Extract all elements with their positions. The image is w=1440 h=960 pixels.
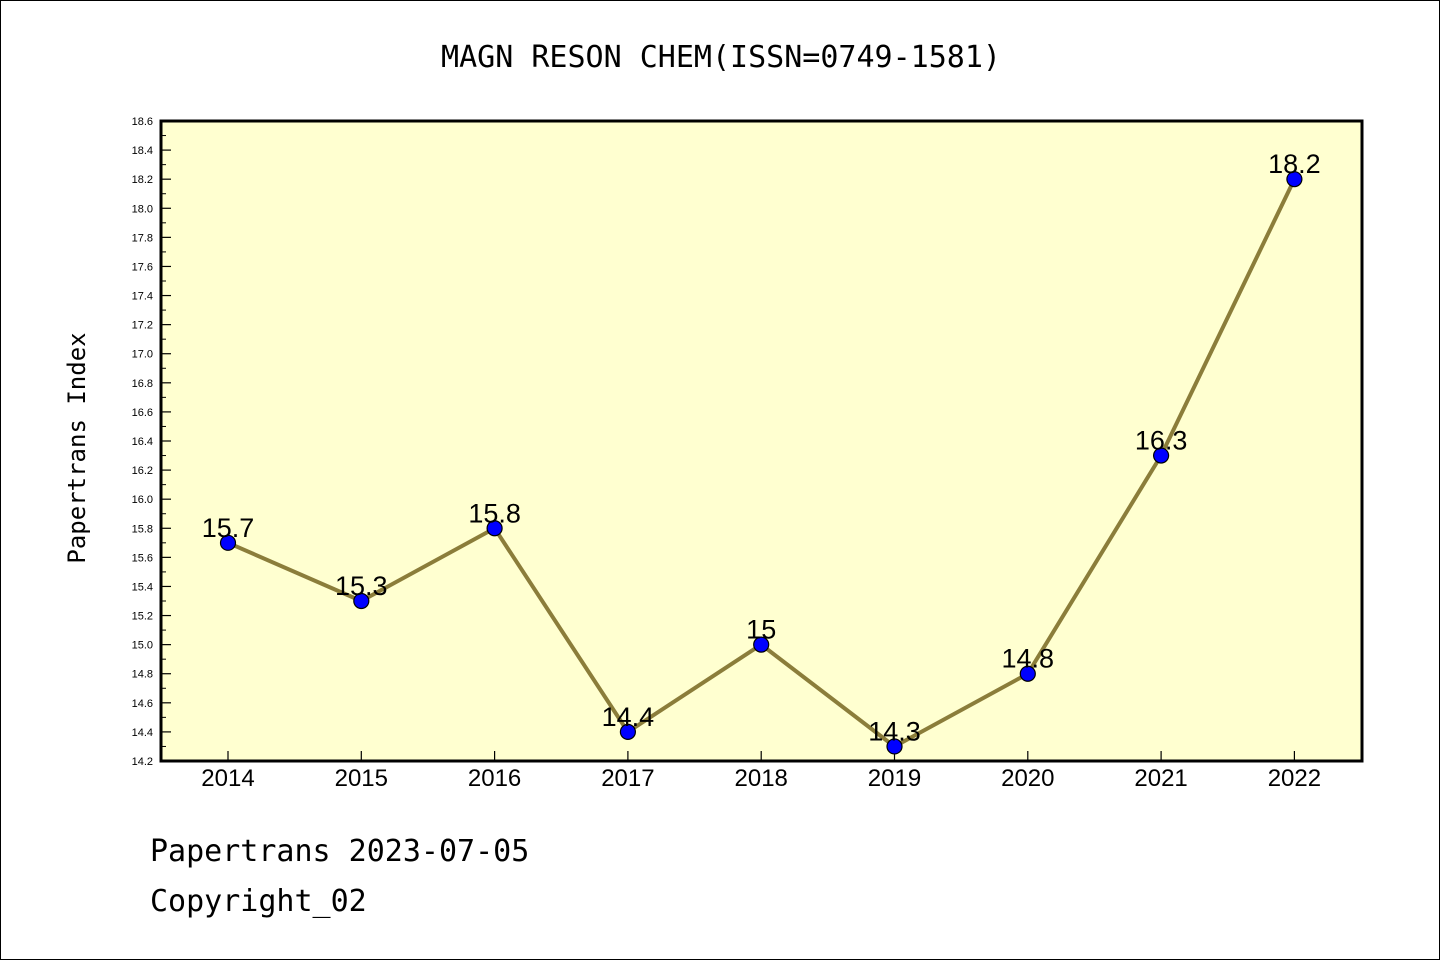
data-point-2017 [619,723,637,741]
y-tick-label: 14.8 [132,669,153,681]
x-tick-label: 2016 [468,765,521,792]
data-markers [219,171,1303,755]
y-tick-label: 18.4 [132,145,153,157]
y-tick-label: 17.2 [132,320,153,332]
y-tick-label: 17.6 [132,261,153,273]
data-label-2022: 18.2 [1268,149,1321,179]
x-tick-label: 2022 [1268,765,1321,792]
data-point-2019 [886,738,903,755]
y-tick-label: 17.8 [132,232,153,244]
x-tick-label: 2021 [1134,765,1187,792]
y-tick-label: 14.6 [132,698,153,710]
y-tick-label: 15.6 [132,552,153,564]
footer-date: Papertrans 2023-07-05 [150,834,530,869]
y-tick-label: 14.2 [132,756,153,768]
data-label-2017: 14.4 [602,702,655,732]
data-point-2016 [486,520,503,537]
y-tick-label: 17.4 [132,291,153,303]
data-point-2021 [1152,447,1170,464]
data-point-2014 [219,534,237,551]
data-label-2015: 15.3 [335,571,388,601]
data-label-2021: 16.3 [1135,426,1188,456]
y-axis-label: Papertrans Index [63,332,91,563]
x-tick-label: 2018 [735,765,788,792]
y-tick-label: 16.0 [132,494,153,506]
y-tick-label: 14.4 [132,727,153,739]
data-label-2020: 14.8 [1002,644,1055,674]
y-tick-label: 15.4 [132,581,153,593]
x-tick-label: 2014 [201,765,254,792]
y-tick-label: 16.4 [132,436,153,448]
y-tick-label: 18.2 [132,174,153,186]
data-label-2014: 15.7 [202,513,255,543]
footer-copyright: Copyright_02 [150,884,367,919]
data-label-2019: 14.3 [868,716,921,746]
data-label-2018: 15 [746,615,776,645]
x-tick-label: 2020 [1001,765,1054,792]
x-tick-label: 2015 [335,765,388,792]
y-tick-label: 17.0 [132,349,153,361]
y-tick-label: 15.2 [132,611,153,623]
y-tick-label: 18.0 [132,203,153,215]
y-axis-ticks: 14.2 14.4 14.6 14.8 15.0 15.2 15.4 15.6 15.8 16.0… [132,116,171,768]
data-point-2022 [1286,171,1303,188]
data-point-2020 [1019,665,1036,682]
data-labels: 15.7 15.3 15.8 14.4 15 14.3 14.8 16.3 18.2 [202,149,1321,746]
chart-title: MAGN RESON CHEM(ISSN=0749-1581) [441,40,1001,75]
y-tick-label: 16.8 [132,378,153,390]
y-tick-label: 18.6 [132,116,153,128]
data-point-2015 [353,592,370,610]
data-point-2018 [753,636,770,653]
y-tick-label: 16.6 [132,407,153,419]
x-axis-ticks: 2014 2015 2016 2017 2018 2019 2020 2021 2022 [201,751,1321,792]
y-tick-label: 15.0 [132,640,153,652]
plot-area [159,119,1364,763]
x-tick-label: 2019 [868,765,921,792]
data-label-2016: 15.8 [468,498,521,528]
x-tick-label: 2017 [601,765,654,792]
y-tick-label: 15.8 [132,523,153,535]
y-tick-label: 16.2 [132,465,153,477]
